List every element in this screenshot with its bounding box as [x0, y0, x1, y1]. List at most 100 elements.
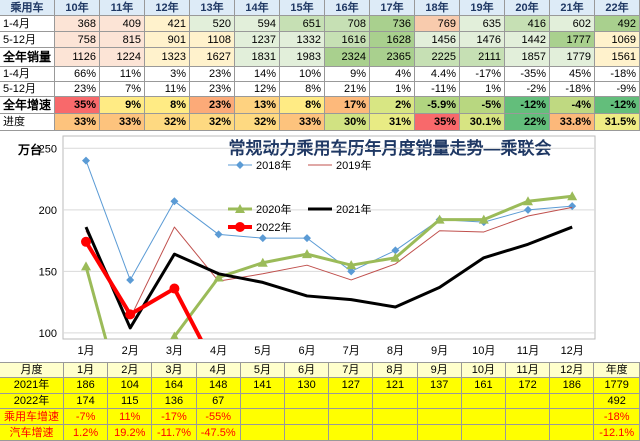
data-cell: 21% [325, 82, 370, 97]
plot-area [62, 135, 596, 340]
data-cell: 12% [235, 82, 280, 97]
data-cell [285, 425, 330, 441]
data-cell [373, 425, 418, 441]
data-cell: 1108 [190, 32, 235, 48]
data-cell: 172 [506, 377, 551, 394]
data-cell [506, 425, 551, 441]
data-cell: 130 [285, 377, 330, 394]
data-cell: 1% [460, 82, 505, 97]
header-cell: 21年 [550, 0, 595, 16]
data-cell: 45% [550, 67, 595, 82]
header-cell: 7月 [329, 362, 374, 378]
point [303, 234, 311, 243]
data-cell [240, 425, 285, 441]
x-tick-label: 4月 [210, 345, 227, 357]
series-line [84, 194, 573, 339]
data-cell [506, 409, 551, 426]
point [170, 197, 179, 206]
header-cell: 2月 [108, 362, 153, 378]
header-cell: 6月 [285, 362, 330, 378]
x-tick-label: 7月 [343, 345, 360, 357]
data-cell: -35% [505, 67, 550, 82]
data-cell: -47.5% [196, 425, 241, 441]
data-cell: 174 [64, 393, 109, 410]
header-cell: 13年 [190, 0, 235, 16]
data-cell: 651 [280, 16, 325, 32]
data-cell: 30% [325, 114, 370, 131]
header-cell: 年度 [594, 362, 640, 378]
data-cell: 8% [145, 97, 190, 114]
data-cell: 4.4% [415, 67, 460, 82]
header-cell: 月度 [0, 362, 64, 378]
data-cell: 1126 [55, 48, 100, 67]
data-cell: 148 [196, 377, 241, 394]
legend-label: 2022年 [256, 220, 291, 234]
header-cell: 17年 [370, 0, 415, 16]
legend-label: 2020年 [256, 202, 291, 216]
data-cell: 758 [55, 32, 100, 48]
data-cell: 1323 [145, 48, 190, 67]
data-cell: 30.1% [460, 114, 505, 131]
row-label: 1-4月 [0, 16, 55, 32]
data-cell: 1616 [325, 32, 370, 48]
x-tick-label: 9月 [431, 345, 448, 357]
data-cell: 33% [280, 114, 325, 131]
x-tick-label: 8月 [387, 345, 404, 357]
data-cell: 421 [145, 16, 190, 32]
legend-label: 2019年 [336, 158, 371, 172]
data-cell: 19.2% [108, 425, 153, 441]
data-cell: 186 [550, 377, 595, 394]
data-cell: 602 [550, 16, 595, 32]
header-cell: 12年 [145, 0, 190, 16]
data-cell: 13% [235, 97, 280, 114]
header-cell: 11年 [100, 0, 145, 16]
data-cell: 汽车增速 [0, 425, 64, 441]
data-cell: 901 [145, 32, 190, 48]
data-cell: 23% [190, 82, 235, 97]
data-cell: 1779 [594, 377, 640, 394]
data-cell: 32% [235, 114, 280, 131]
point [257, 257, 268, 267]
data-cell: 22% [505, 114, 550, 131]
legend-marker [236, 161, 244, 169]
point [82, 156, 90, 165]
data-cell: 35% [55, 97, 100, 114]
data-cell: 1628 [370, 32, 415, 48]
data-cell: 1237 [235, 32, 280, 48]
data-cell [285, 393, 330, 410]
data-cell: 9% [100, 97, 145, 114]
data-cell: 2% [370, 97, 415, 114]
data-cell: 769 [415, 16, 460, 32]
point [346, 260, 357, 270]
data-cell: 11% [108, 409, 153, 426]
point [478, 214, 489, 224]
data-cell: 594 [235, 16, 280, 32]
x-tick-label: 1月 [77, 345, 94, 357]
data-cell: -11.7% [152, 425, 197, 441]
data-cell: -4% [550, 97, 595, 114]
y-tick-label: 100 [39, 328, 57, 340]
data-cell: 409 [100, 16, 145, 32]
header-cell: 22年 [595, 0, 640, 16]
data-cell: 1% [370, 82, 415, 97]
data-cell: 2365 [370, 48, 415, 67]
data-cell [373, 409, 418, 426]
data-cell: 137 [417, 377, 462, 394]
data-cell [417, 409, 462, 426]
data-cell: -5.9% [415, 97, 460, 114]
series-line [84, 240, 203, 339]
data-cell [550, 393, 595, 410]
data-cell: -12% [505, 97, 550, 114]
data-cell: 127 [329, 377, 374, 394]
data-cell [461, 409, 506, 426]
point [258, 234, 267, 243]
data-cell: 2111 [460, 48, 505, 67]
data-cell: 14% [235, 67, 280, 82]
data-cell [461, 425, 506, 441]
data-cell: 161 [461, 377, 506, 394]
data-cell: 1456 [415, 32, 460, 48]
data-cell: 32% [145, 114, 190, 131]
data-cell: -5% [460, 97, 505, 114]
data-cell: 33.8% [550, 114, 595, 131]
y-axis-label: 万台 [17, 142, 42, 157]
